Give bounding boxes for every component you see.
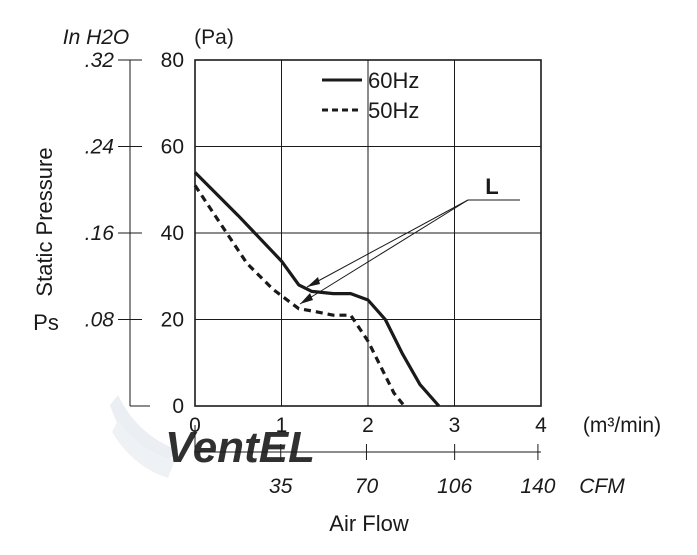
legend-50hz-label: 50Hz (368, 98, 419, 123)
series-line-50hz (193, 184, 406, 407)
grid (194, 59, 542, 407)
y2-tick-label: .16 (85, 222, 115, 245)
x-tick-label: 2 (362, 414, 374, 437)
annotation-arrowhead-50hz (300, 293, 313, 304)
y2-tick-label: .24 (85, 136, 114, 159)
watermark-logo: VentEL (110, 395, 315, 478)
y-axis-unit: (Pa) (194, 26, 234, 49)
series-line-60hz (193, 171, 441, 408)
y-tick-label: 0 (172, 395, 184, 418)
x-axis-unit: (m³/min) (583, 414, 661, 437)
x2-tick-label: 70 (355, 475, 379, 498)
x-axis-title: Air Flow (329, 511, 409, 536)
annotation-label: L (485, 174, 498, 199)
legend: 60Hz 50Hz (322, 68, 419, 123)
y2-tick-label: .08 (85, 309, 115, 332)
annotation-l: L (299, 174, 520, 305)
y-tick-label: 60 (161, 136, 184, 159)
annotation-arrowhead-60hz (307, 277, 320, 287)
legend-60hz-label: 60Hz (368, 68, 419, 93)
y-axis-symbol: Ps (33, 310, 59, 335)
y-tick-label: 40 (161, 222, 184, 245)
x-tick-label: 3 (449, 414, 461, 437)
y2-tick-label: .32 (85, 49, 115, 72)
y-tick-label: 80 (161, 49, 184, 72)
x2-tick-label: 106 (437, 475, 472, 498)
annotation-leader-50hz (299, 199, 469, 305)
x2-tick-label: 35 (269, 475, 293, 498)
series-layer (193, 171, 441, 408)
y2-axis-unit: In H2O (63, 26, 130, 49)
x-tick-label: 1 (276, 414, 288, 437)
watermark-text: VentEL (165, 423, 315, 472)
y-axis-title: Static Pressure (32, 147, 57, 296)
x2-tick-label: 140 (520, 475, 555, 498)
annotation-leader-60hz (306, 199, 469, 288)
y-tick-label: 20 (161, 309, 184, 332)
x2-axis-unit: CFM (579, 475, 625, 498)
x-tick-label: 4 (535, 414, 547, 437)
